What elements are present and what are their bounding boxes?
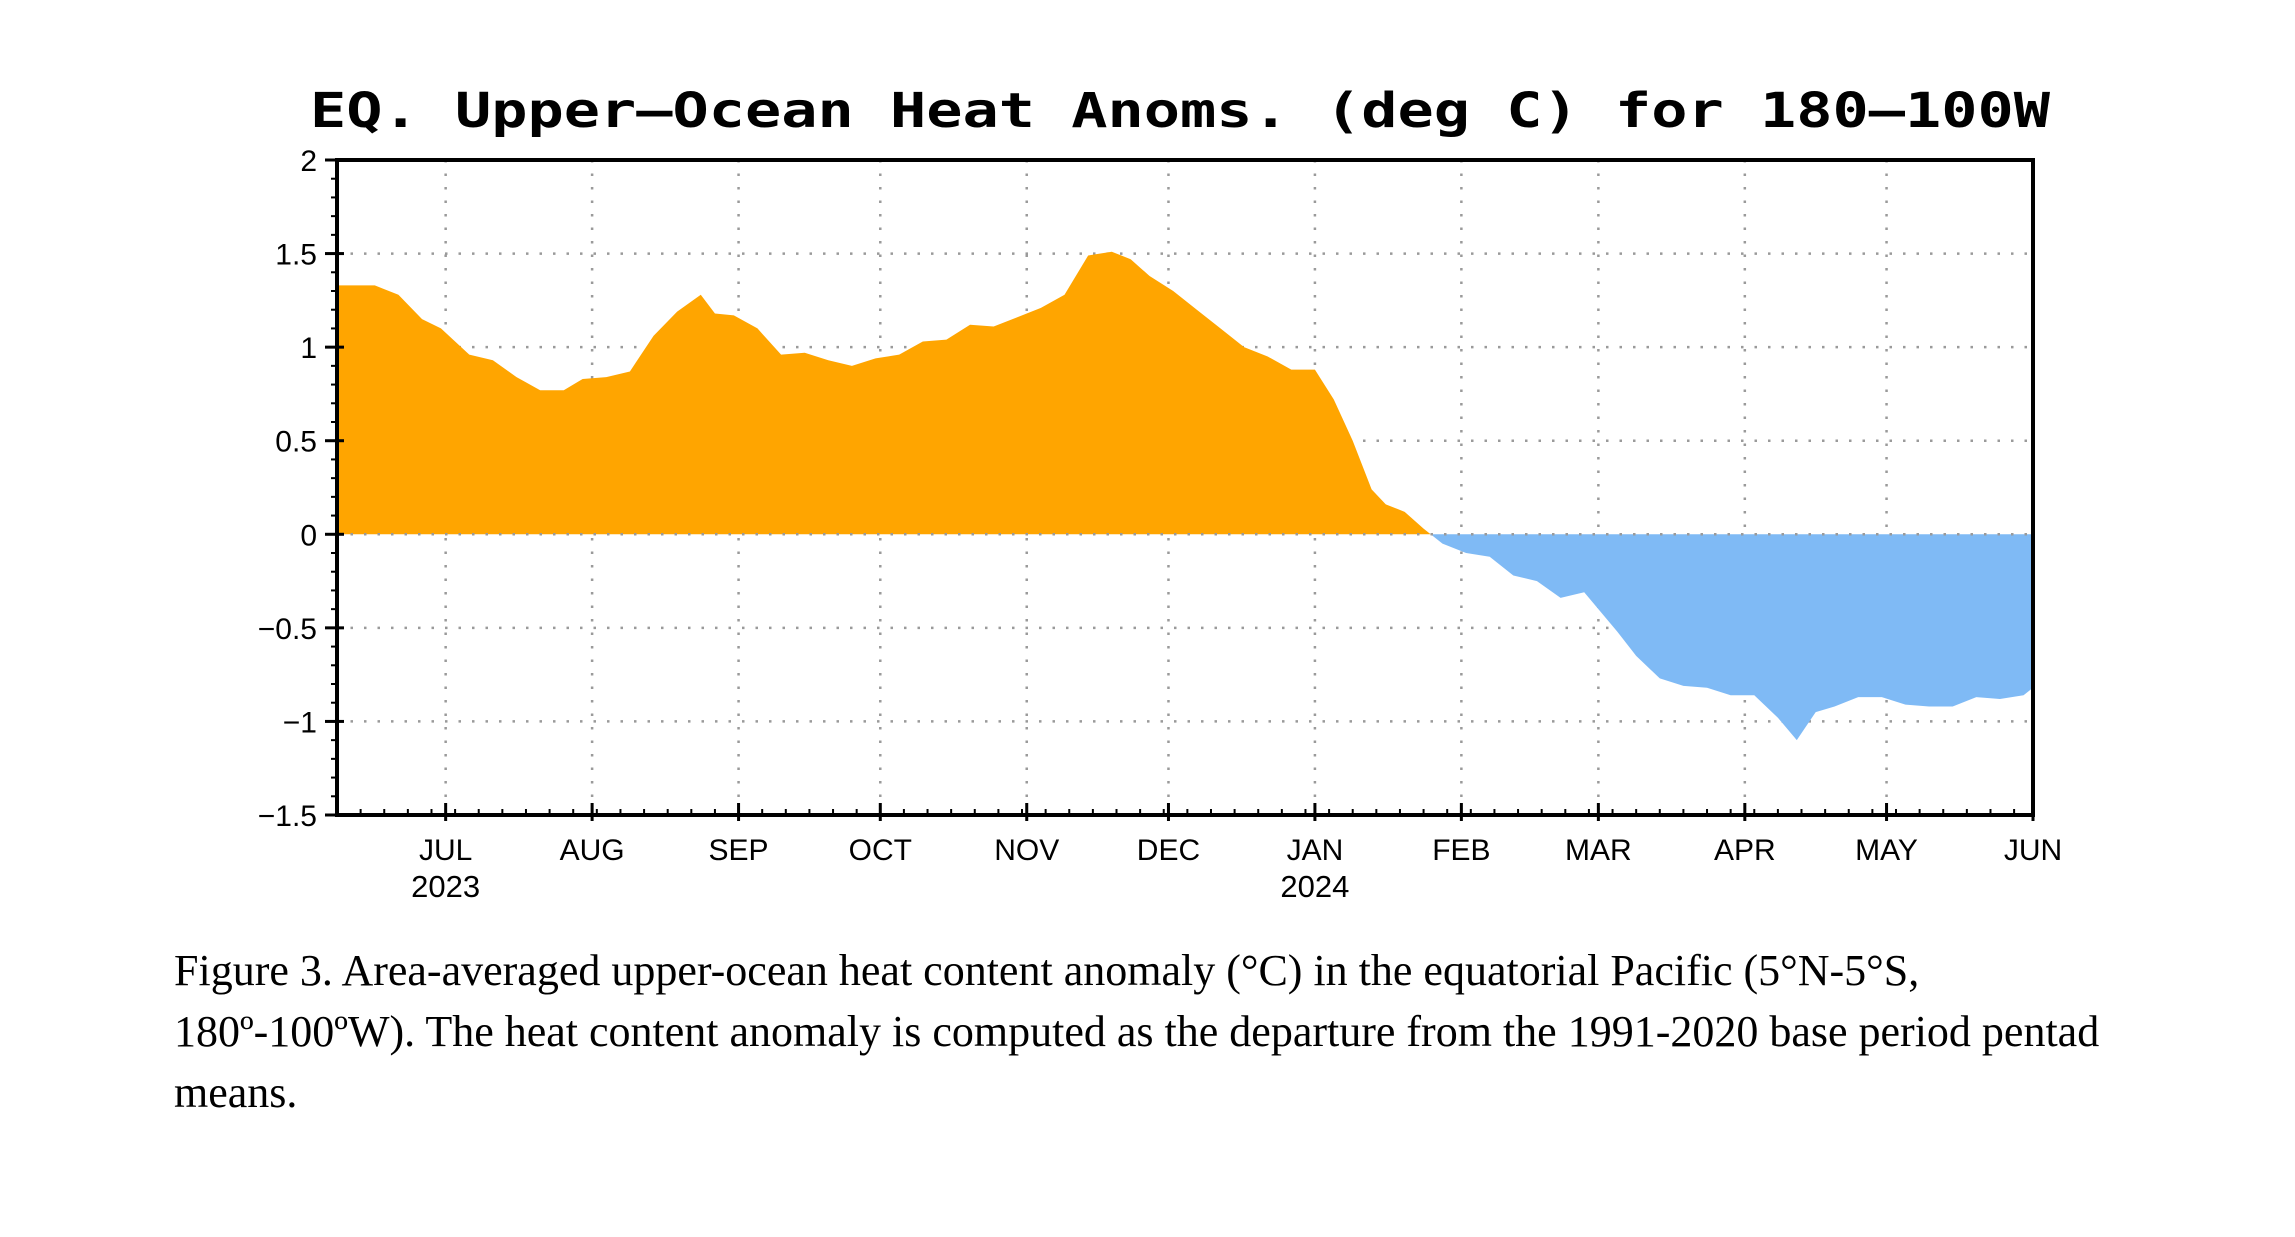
x-tick-label: APR	[1714, 834, 1776, 867]
x-year-label: 2024	[1280, 869, 1349, 904]
x-tick-label: AUG	[560, 834, 625, 867]
anomaly-area	[337, 251, 2033, 741]
y-tick-label: −1.5	[258, 800, 317, 833]
y-tick-label: 0	[300, 519, 317, 552]
x-year-label: 2023	[411, 869, 480, 904]
x-tick-label: FEB	[1432, 834, 1490, 867]
gridlines	[337, 158, 2033, 815]
y-tick-label: 2	[300, 145, 317, 178]
x-tick-label: NOV	[994, 834, 1059, 867]
axes	[325, 158, 2035, 821]
x-tick-label: SEP	[709, 834, 769, 867]
y-tick-label: 1.5	[275, 239, 317, 272]
negative-anomaly-area	[337, 534, 2033, 741]
figure-caption: Figure 3. Area-averaged upper-ocean heat…	[174, 946, 2100, 1117]
y-tick-label: −1	[283, 706, 317, 739]
y-tick-label: 1	[300, 332, 317, 365]
y-tick-label: 0.5	[275, 426, 317, 459]
chart-title: EQ. Upper—Ocean Heat Anoms. (deg C) for …	[310, 83, 2050, 139]
y-tick-label: −0.5	[258, 613, 317, 646]
x-tick-label: JAN	[1287, 834, 1344, 867]
x-tick-label: MAY	[1855, 834, 1918, 867]
x-tick-label: JUN	[2004, 834, 2062, 867]
plot-frame	[335, 158, 2035, 817]
x-tick-label: OCT	[849, 834, 912, 867]
x-tick-label: JUL	[419, 834, 472, 867]
positive-anomaly-area	[337, 251, 2033, 535]
x-tick-label: DEC	[1137, 834, 1200, 867]
x-tick-label: MAR	[1565, 834, 1632, 867]
